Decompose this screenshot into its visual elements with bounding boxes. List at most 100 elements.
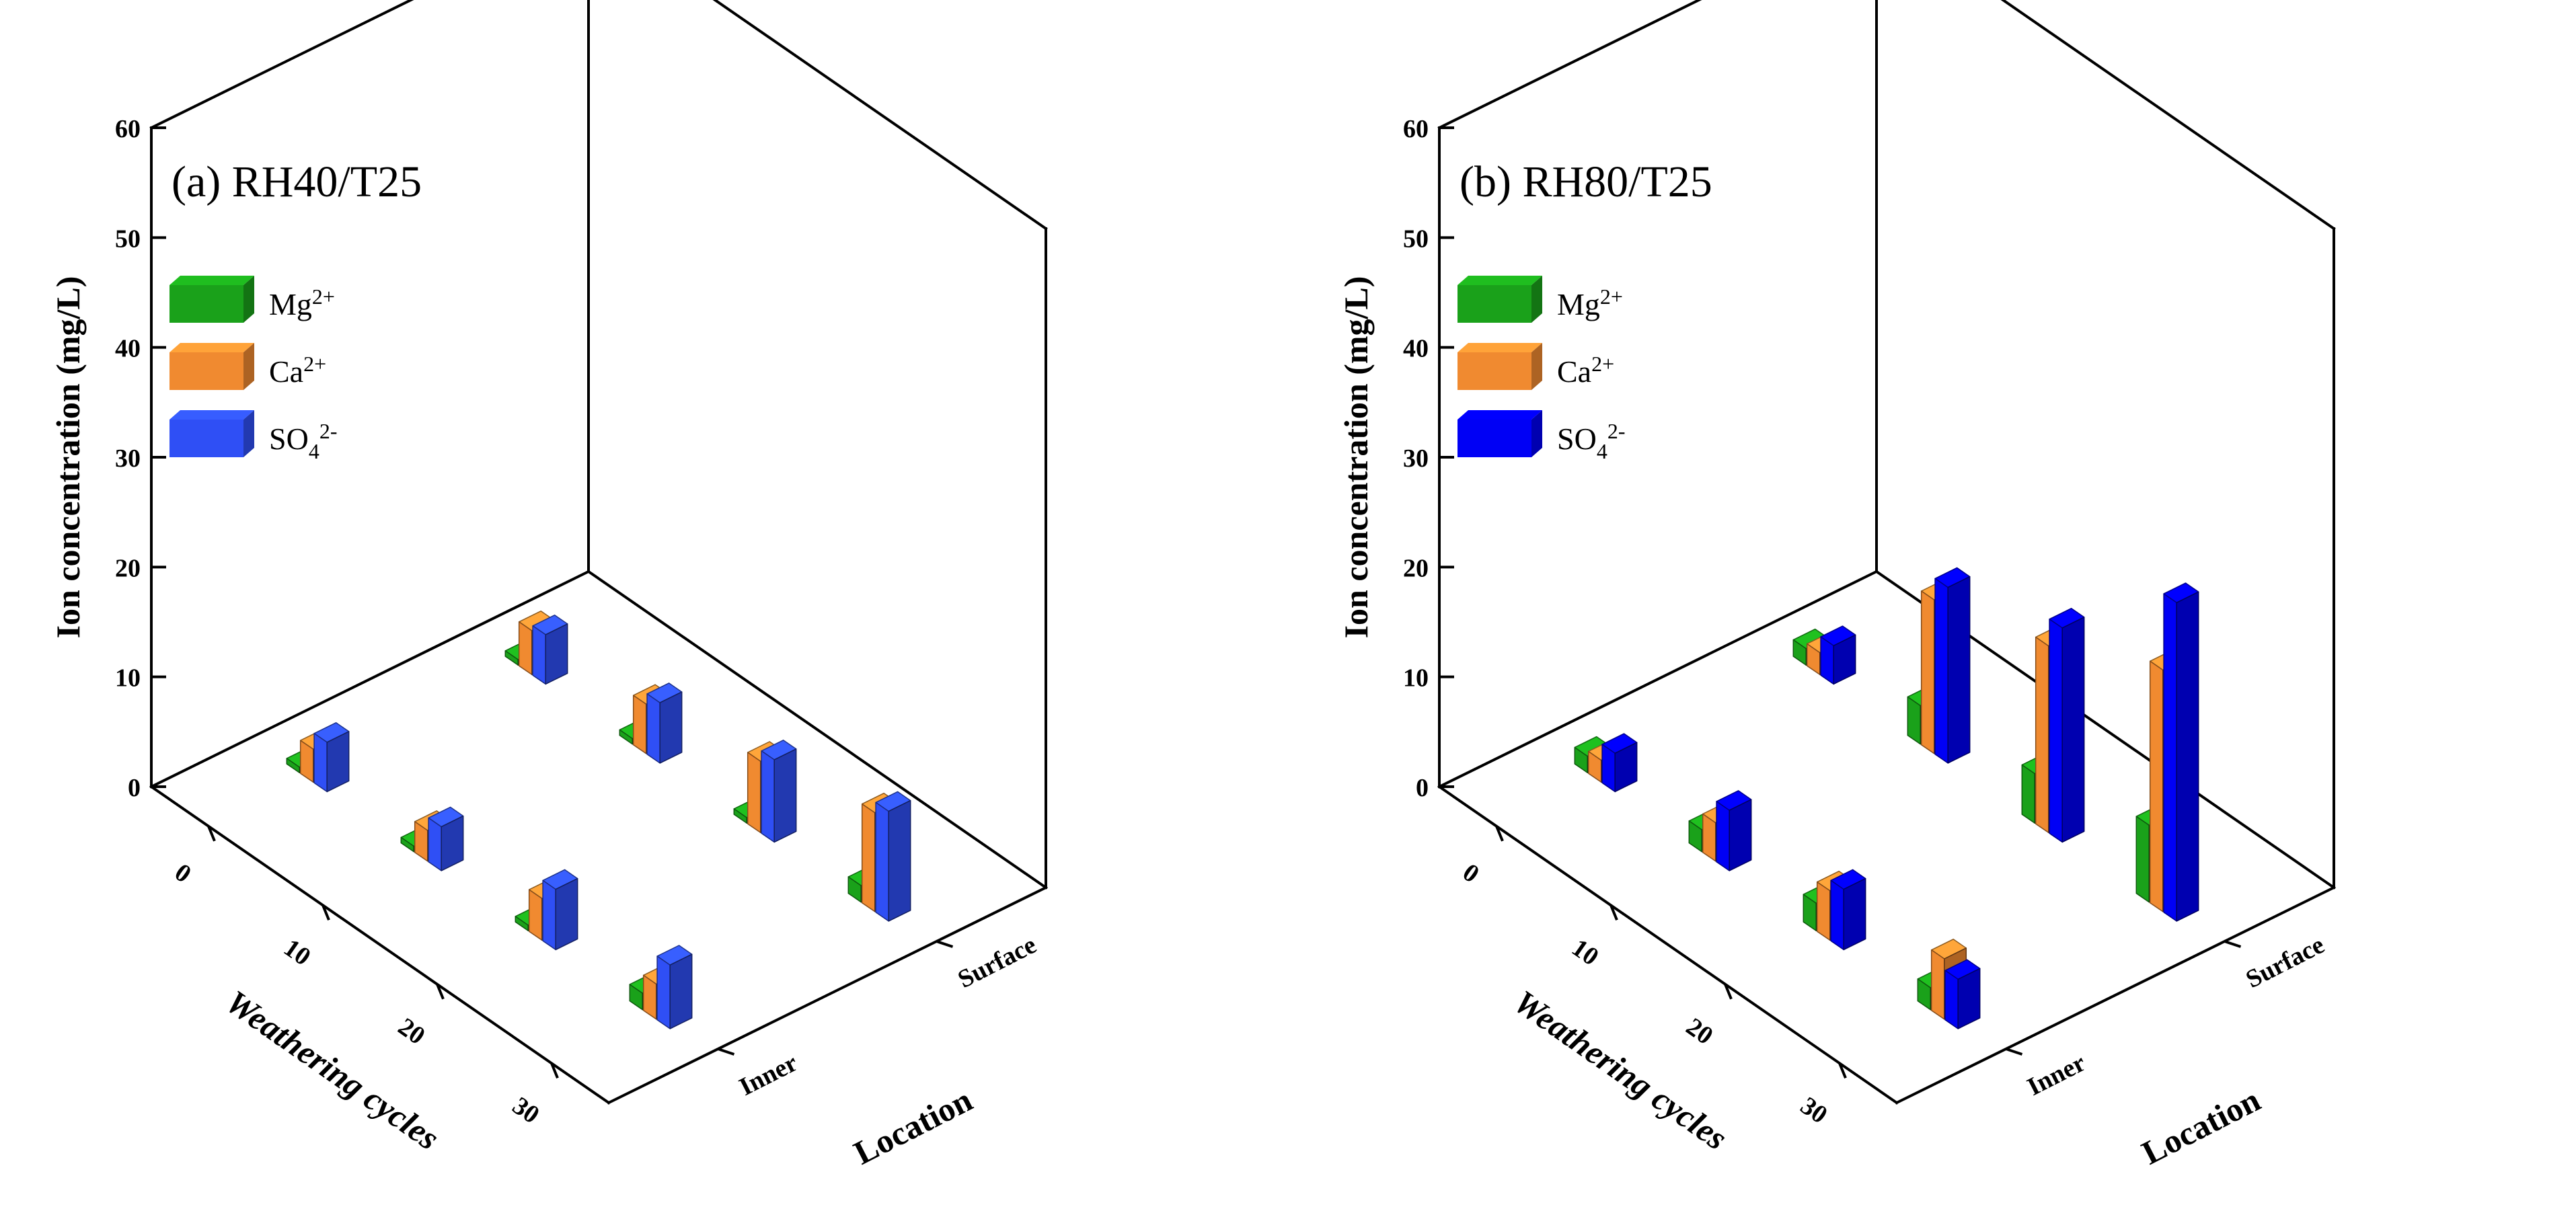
- bars: [286, 611, 911, 1029]
- bar-side: [1947, 576, 1971, 764]
- legend-label: Mg2+: [269, 284, 335, 321]
- legend-swatch-top: [1457, 276, 1542, 285]
- bars: [1574, 567, 2199, 1029]
- bar-front: [1601, 744, 1616, 793]
- bar-front: [518, 621, 533, 676]
- y-tick-mark: [717, 1048, 735, 1056]
- z-tick-label: 10: [115, 664, 141, 693]
- bar-so4-surface: [1820, 625, 1856, 685]
- bar-front: [2035, 636, 2049, 834]
- legend-label: Ca2+: [269, 352, 326, 389]
- bar-front: [1820, 636, 1834, 685]
- bar-front: [2135, 816, 2150, 903]
- y-ticks: Inner Surface: [717, 931, 1041, 1101]
- bar-so4-inner: [428, 806, 464, 871]
- legend-swatch-front: [169, 352, 243, 390]
- legend-swatch-side: [243, 343, 254, 390]
- z-tick-label: 0: [1416, 774, 1429, 802]
- legend-swatch: [1457, 343, 1542, 390]
- bar-front: [532, 625, 546, 685]
- top-left-edge-line: [149, 0, 414, 130]
- bar-side: [441, 815, 464, 871]
- bar-side: [1614, 742, 1638, 793]
- bar-front: [2163, 593, 2177, 922]
- top-back-edge-line: [712, 0, 1048, 231]
- legend-swatch: [1457, 410, 1542, 457]
- bar-front: [2149, 660, 2164, 912]
- z-ticks: 0 10 20 30 40 50 60: [115, 115, 166, 802]
- legend-swatch-side: [1531, 410, 1542, 457]
- floor-back-left-line: [149, 570, 591, 789]
- bar-side: [555, 877, 578, 951]
- x-tick-mark: [321, 904, 330, 921]
- bar-so4-inner: [1601, 733, 1638, 793]
- legend: Mg2+ Ca2+ SO42-: [1457, 276, 1625, 463]
- z-tick-label: 50: [115, 225, 141, 253]
- y-axis-line: [607, 886, 1048, 1105]
- bar-side: [545, 623, 568, 685]
- legend-swatch-front: [1457, 420, 1531, 457]
- x-tick-mark: [1838, 1062, 1847, 1079]
- z-axis-title: Ion concentration (mg/L): [49, 276, 87, 639]
- bar-so4-inner: [1944, 959, 1981, 1029]
- y-tick-label: Inner: [735, 1048, 802, 1101]
- legend-swatch-top: [169, 343, 254, 352]
- floor-back-left-line: [1437, 570, 1879, 789]
- bar-so4-surface: [646, 682, 683, 764]
- x-tick-label: 20: [393, 1013, 430, 1050]
- bar-so4-inner: [656, 945, 693, 1029]
- x-axis-line: [1437, 785, 1899, 1105]
- x-axis-line: [149, 785, 611, 1105]
- bar-front: [428, 817, 442, 871]
- z-tick-label: 20: [1403, 554, 1429, 582]
- bar-so4-surface: [1934, 567, 1971, 764]
- bar-front: [313, 733, 328, 793]
- legend-swatch: [169, 410, 254, 457]
- z-ticks: 0 10 20 30 40 50 60: [1403, 115, 1454, 802]
- bar-side: [326, 731, 350, 793]
- bar-side: [2061, 617, 2085, 843]
- legend-label: Ca2+: [1557, 352, 1614, 389]
- bar-side: [669, 953, 693, 1029]
- x-tick-label: 0: [1457, 858, 1484, 888]
- legend-swatch-front: [169, 285, 243, 323]
- bar-so4-surface: [761, 740, 797, 843]
- x-tick-mark: [550, 1062, 559, 1079]
- x-tick-mark: [1609, 904, 1618, 921]
- chart-svg-b: 0 10 20 30 40 50 60 Ion concentration (mg/L) 0 10…: [1337, 0, 2336, 1172]
- y-tick-mark: [2224, 940, 2242, 948]
- x-tick-mark: [207, 825, 216, 842]
- x-tick-label: 30: [507, 1091, 544, 1129]
- legend-swatch-side: [1531, 276, 1542, 323]
- z-tick-label: 30: [1403, 444, 1429, 473]
- y-ticks: Inner Surface: [2005, 931, 2329, 1101]
- x-axis-title: Weathering cycles: [219, 982, 446, 1157]
- bar-side: [1843, 877, 1866, 951]
- legend-label: SO42-: [1557, 419, 1625, 463]
- bar-so4-inner: [1830, 869, 1866, 951]
- x-axis-title: Weathering cycles: [1507, 982, 1734, 1157]
- bar-so4-surface: [2163, 582, 2199, 922]
- bar-side: [773, 748, 797, 843]
- bar-front: [646, 693, 660, 764]
- chart-title: (b) RH80/T25: [1460, 157, 1712, 206]
- bar-front: [1930, 949, 1945, 1020]
- bar-front: [656, 955, 671, 1029]
- legend-swatch-side: [243, 410, 254, 457]
- legend-swatch-front: [1457, 352, 1531, 390]
- legend-swatch-front: [1457, 285, 1531, 323]
- legend: Mg2+ Ca2+ SO42-: [169, 276, 337, 463]
- legend-swatch-side: [1531, 343, 1542, 390]
- chart-panel-a: 0 10 20 30 40 50 60 Ion concentration (mg/L) 0 10…: [49, 0, 1048, 1172]
- bar-side: [1957, 968, 1981, 1029]
- y-tick-label: Inner: [2023, 1048, 2090, 1101]
- y-tick-mark: [2005, 1048, 2023, 1056]
- x-tick-mark: [1495, 825, 1504, 842]
- x-tick-label: 10: [278, 933, 315, 971]
- x-tick-label: 0: [169, 858, 196, 888]
- y-tick-label: Surface: [954, 931, 1041, 994]
- z-tick-label: 60: [115, 115, 141, 143]
- y-axis-title: Location: [847, 1081, 978, 1172]
- top-left-edge-line: [1437, 0, 1702, 130]
- legend-swatch-top: [169, 410, 254, 420]
